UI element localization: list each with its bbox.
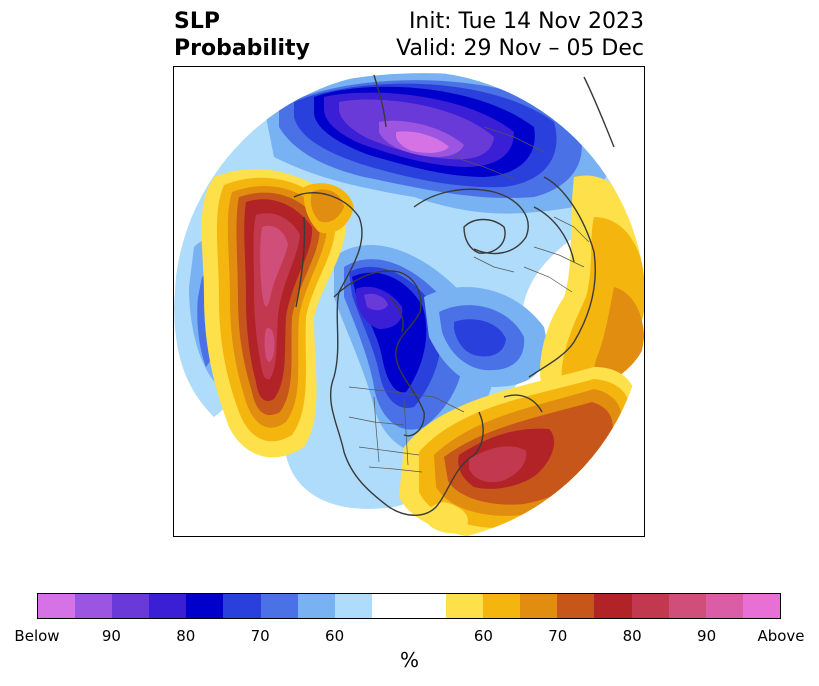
colorbar-tick-label: 90 xyxy=(697,627,717,645)
colorbar-segment xyxy=(557,594,595,618)
colorbar-segment xyxy=(260,594,298,618)
colorbar-segment xyxy=(483,594,521,618)
colorbar-tick-label: 70 xyxy=(250,627,270,645)
colorbar-segment xyxy=(186,594,224,618)
colorbar-unit-label: % xyxy=(399,648,419,672)
colorbar-segment xyxy=(742,594,780,618)
colorbar-segment xyxy=(334,594,372,618)
colorbar-segment xyxy=(223,594,261,618)
colorbar-segment xyxy=(297,594,335,618)
colorbar-segment xyxy=(594,594,632,618)
colorbar-ticks: Below 90 80 70 60 60 70 80 90 Above xyxy=(14,627,804,647)
colorbar-segment xyxy=(446,594,484,618)
country-borders xyxy=(348,126,590,473)
colorbar-tick-label: 90 xyxy=(101,627,121,645)
colorbar-segment xyxy=(149,594,187,618)
colorbar-tick-label: 60 xyxy=(325,627,345,645)
probability-map-svg xyxy=(174,71,644,536)
colorbar-tick-label: Below xyxy=(14,627,60,645)
colorbar-strip xyxy=(37,593,781,619)
colorbar-tick-label: 70 xyxy=(548,627,568,645)
colorbar-segment xyxy=(112,594,150,618)
colorbar-segment xyxy=(705,594,743,618)
colorbar-tick-label: 80 xyxy=(176,627,196,645)
title-line-2: Probability xyxy=(174,36,310,61)
colorbar-segment xyxy=(38,594,76,618)
title-line-1: SLP xyxy=(174,9,220,34)
colorbar-segment xyxy=(371,594,409,618)
colorbar-segment xyxy=(631,594,669,618)
colorbar-tick-label: 60 xyxy=(473,627,493,645)
colorbar-tick-label: 80 xyxy=(622,627,642,645)
valid-range: Valid: 29 Nov – 05 Dec xyxy=(396,36,644,61)
coastlines xyxy=(293,74,615,516)
forecast-dates: Init: Tue 14 Nov 2023 Valid: 29 Nov – 05… xyxy=(396,8,644,62)
colorbar-segment xyxy=(668,594,706,618)
chart-title: SLP Probability xyxy=(174,8,310,62)
colorbar xyxy=(37,593,781,619)
colorbar-segment xyxy=(75,594,113,618)
init-date: Init: Tue 14 Nov 2023 xyxy=(408,9,644,34)
polar-map xyxy=(173,66,645,537)
colorbar-segment xyxy=(408,594,447,618)
colorbar-tick-label: Above xyxy=(757,627,805,645)
colorbar-segment xyxy=(520,594,558,618)
